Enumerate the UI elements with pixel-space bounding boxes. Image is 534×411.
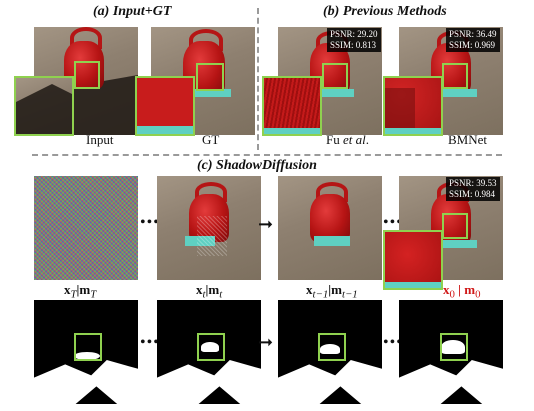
fu-zoom-inset <box>262 76 322 136</box>
ellipsis-2: ••• <box>383 214 403 231</box>
horizontal-separator <box>32 154 502 156</box>
mask-mT-roi-box <box>74 333 102 361</box>
ellipsis-3: ••• <box>140 334 160 351</box>
section-a-title: (a) Input+GT <box>93 4 172 19</box>
caption-gt: GT <box>202 132 220 147</box>
fu-psnr: PSNR: 29.20 <box>330 29 378 39</box>
caption-xt-mt: xt|mt <box>196 282 223 301</box>
ellipsis-4: ••• <box>383 334 403 351</box>
mask-mt-1 <box>278 300 382 404</box>
fu-roi-box <box>322 63 348 89</box>
shadowdiffusion-metrics: PSNR: 39.53 SSIM: 0.984 <box>446 177 500 201</box>
intermediate-image-xt <box>157 176 261 280</box>
caption-xT-mT: xT|mT <box>64 282 97 301</box>
gt-image <box>151 27 255 135</box>
mask-mt <box>157 300 261 404</box>
final-zoom-inset <box>383 230 443 290</box>
mask-mt-1-roi-box <box>318 333 346 361</box>
ellipsis-1: ••• <box>140 214 160 231</box>
noise-image-xT <box>34 176 138 280</box>
section-b-title: (b) Previous Methods <box>323 4 447 19</box>
bmnet-zoom-inset <box>383 76 443 136</box>
caption-x0-m0: x0 | m0 <box>443 282 481 301</box>
caption-bmnet: BMNet <box>448 132 487 147</box>
bmnet-ssim: SSIM: 0.969 <box>449 40 496 50</box>
final-roi-box <box>442 213 468 239</box>
input-roi-box <box>74 61 100 89</box>
shadowdiffusion-ssim: SSIM: 0.984 <box>449 189 496 199</box>
shadowdiffusion-psnr: PSNR: 39.53 <box>449 178 497 188</box>
arrow-1: ➞ <box>258 214 274 234</box>
section-c-title: (c) ShadowDiffusion <box>197 158 317 173</box>
bmnet-psnr: PSNR: 36.49 <box>449 29 497 39</box>
intermediate-image-xt-1 <box>278 176 382 280</box>
mask-m0-roi-box <box>440 333 468 361</box>
gt-zoom-inset <box>135 76 195 136</box>
input-zoom-inset <box>14 76 74 136</box>
mask-mt-roi-box <box>197 333 225 361</box>
mask-mT <box>34 300 138 404</box>
bmnet-metrics: PSNR: 36.49 SSIM: 0.969 <box>446 28 500 52</box>
vertical-separator <box>257 8 259 150</box>
caption-fu: Fu et al. <box>326 132 369 147</box>
gt-roi-box <box>196 63 224 91</box>
arrow-2: ➞ <box>258 332 274 352</box>
fu-metrics: PSNR: 29.20 SSIM: 0.813 <box>327 28 381 52</box>
mask-m0 <box>399 300 503 404</box>
caption-input: Input <box>86 132 114 147</box>
caption-xt1-mt1: xt−1|mt−1 <box>306 282 358 301</box>
bmnet-roi-box <box>442 63 468 89</box>
fu-ssim: SSIM: 0.813 <box>330 40 377 50</box>
